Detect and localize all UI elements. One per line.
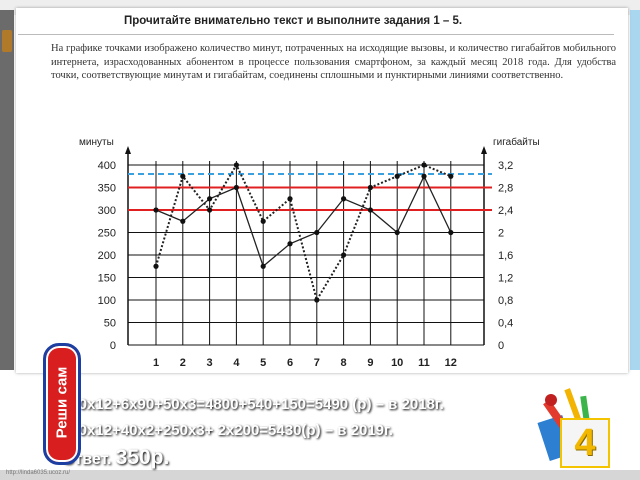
solution-line-1: 400х12+6х90+50х3=4800+540+150=5490 (р) –… xyxy=(62,396,444,413)
data-point xyxy=(153,207,159,213)
y-left-tick-label: 300 xyxy=(98,205,116,217)
x-tick-label: 2 xyxy=(180,357,186,369)
chart-ticks: 0 50 100 150 200 250 300 350 400 0 0,4 0,8 1,2 1,6 2 2,… xyxy=(98,160,514,369)
x-tick-label: 6 xyxy=(287,357,293,369)
credit-text: http://linda6035.ucoz.ru/ xyxy=(6,470,71,476)
y-right-tick-label: 0,8 xyxy=(498,295,513,307)
data-point xyxy=(207,196,213,202)
data-point xyxy=(448,229,454,236)
data-point xyxy=(421,162,427,168)
solution-line-2: 350х12+40х2+250х3+ 2х200=5430(р) – в 201… xyxy=(62,422,393,439)
page-title: Прочитайте внимательно текст и выполните… xyxy=(124,15,463,27)
data-point xyxy=(180,218,186,224)
x-tick-label: 8 xyxy=(341,357,347,369)
y-right-axis-label: гигабайты xyxy=(493,136,540,148)
y-left-tick-label: 200 xyxy=(98,250,116,262)
x-tick-label: 5 xyxy=(260,357,266,369)
data-point xyxy=(180,173,186,179)
y-right-tick-label: 1,6 xyxy=(498,250,513,262)
y-left-tick-label: 250 xyxy=(98,228,116,240)
y-left-axis-label: минуты xyxy=(79,137,114,148)
y-right-tick-label: 2 xyxy=(498,228,504,240)
y-right-tick-label: 0,4 xyxy=(498,318,513,330)
data-point xyxy=(394,173,400,179)
y-right-tick-label: 3,2 xyxy=(498,160,513,172)
data-point xyxy=(341,196,347,202)
chart-grid xyxy=(125,146,487,346)
y-right-tick-label: 0 xyxy=(498,340,504,352)
minutes-series-line xyxy=(155,174,452,268)
x-tick-label: 4 xyxy=(233,357,240,369)
y-right-axis-arrow xyxy=(481,146,487,154)
y-left-tick-label: 400 xyxy=(98,160,116,172)
data-point xyxy=(394,229,400,236)
data-point xyxy=(367,207,373,213)
x-tick-label: 11 xyxy=(418,357,430,369)
data-point xyxy=(260,218,266,224)
reference-lines xyxy=(128,173,492,211)
data-point xyxy=(341,252,347,258)
data-point xyxy=(448,173,454,179)
data-point xyxy=(260,263,266,269)
answer-value: 350р. xyxy=(115,446,170,469)
gigabytes-series-line xyxy=(155,162,452,303)
y-right-tick-label: 2,4 xyxy=(498,205,513,217)
x-tick-label: 10 xyxy=(391,357,403,369)
data-point xyxy=(287,241,293,247)
y-right-tick-label: 2,8 xyxy=(498,183,513,195)
data-point xyxy=(314,297,320,303)
x-tick-label: 9 xyxy=(367,357,373,369)
y-left-tick-label: 150 xyxy=(98,273,116,285)
textbook-page xyxy=(16,8,628,373)
x-tick-label: 12 xyxy=(445,357,457,369)
problem-text: На графике точками изображено количество… xyxy=(51,43,616,81)
data-point xyxy=(421,173,427,179)
y-left-tick-label: 100 xyxy=(98,295,116,307)
y-left-tick-label: 350 xyxy=(98,183,116,195)
y-left-tick-label: 0 xyxy=(110,340,116,352)
left-decor-strip xyxy=(0,10,14,370)
chart-series xyxy=(153,162,454,303)
data-point xyxy=(153,263,159,269)
solve-yourself-label: Реши сам xyxy=(53,366,71,439)
data-point xyxy=(287,196,293,202)
solve-yourself-badge[interactable]: Реши сам xyxy=(43,343,81,465)
y-right-tick-label: 1,2 xyxy=(498,273,513,285)
corner-number-badge: 4 xyxy=(560,418,610,468)
page-header: Прочитайте внимательно текст и выполните… xyxy=(18,10,614,35)
data-point xyxy=(207,207,213,213)
y-left-axis-arrow xyxy=(125,146,131,154)
x-tick-label: 1 xyxy=(153,357,159,369)
right-decor-strip xyxy=(630,10,640,370)
y-left-tick-label: 50 xyxy=(104,318,116,330)
data-point xyxy=(314,229,320,236)
data-point xyxy=(233,162,239,168)
x-tick-label: 3 xyxy=(207,357,213,369)
data-point xyxy=(367,184,373,191)
x-tick-label: 7 xyxy=(314,357,320,369)
data-point xyxy=(233,184,239,191)
